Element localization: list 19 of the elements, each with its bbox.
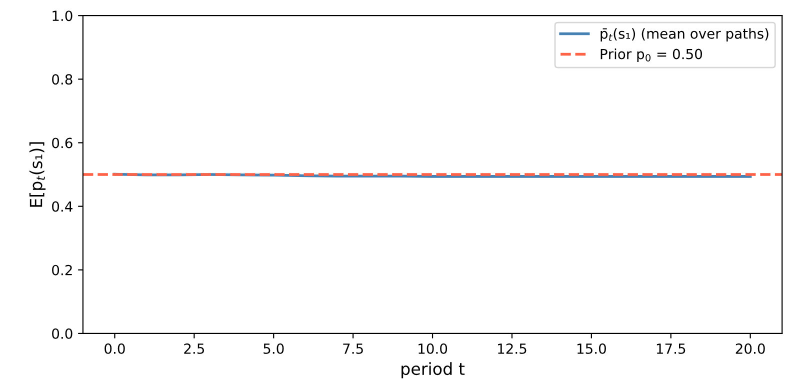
legend-label: p̄$_{t}$(s₁) (mean over paths) [600, 28, 768, 42]
x-axis-title: period t [402, 362, 465, 378]
x-tick-label: 10.0 [418, 343, 448, 354]
y-tick-label: 0.6 [52, 138, 72, 148]
x-tick-label: 5.0 [264, 343, 284, 354]
y-tick-label: 0.4 [52, 201, 72, 212]
x-tick-label: 15.0 [577, 343, 606, 354]
x-tick-label: 2.5 [184, 343, 204, 354]
y-tick-label: 0.8 [52, 74, 72, 85]
y-tick-label: 1.0 [52, 10, 72, 22]
y-tick-label: 0.2 [52, 264, 72, 276]
x-tick-label: 20.0 [736, 343, 765, 354]
y-tick-label: 0.0 [52, 328, 72, 339]
legend-label: Prior p$_{0}$ = 0.50 [600, 48, 702, 62]
x-tick-label: 17.5 [656, 344, 686, 354]
y-axis-title: E[p$_{t}$(s₁)] [29, 142, 46, 207]
x-tick-label: 0.0 [104, 343, 125, 354]
x-tick-label: 7.5 [343, 344, 363, 354]
x-tick-label: 12.5 [498, 343, 526, 354]
